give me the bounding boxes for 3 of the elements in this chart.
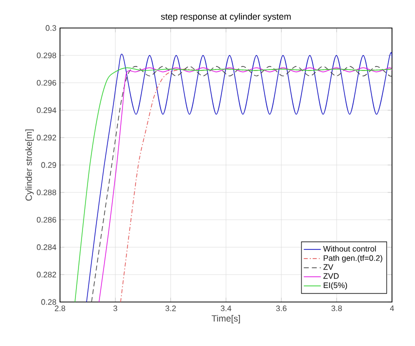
chart-title: step response at cylinder system	[160, 13, 291, 22]
x-axis-title: Time[s]	[212, 315, 240, 324]
y-axis-title: Cylinder stroke[m]	[25, 130, 34, 201]
